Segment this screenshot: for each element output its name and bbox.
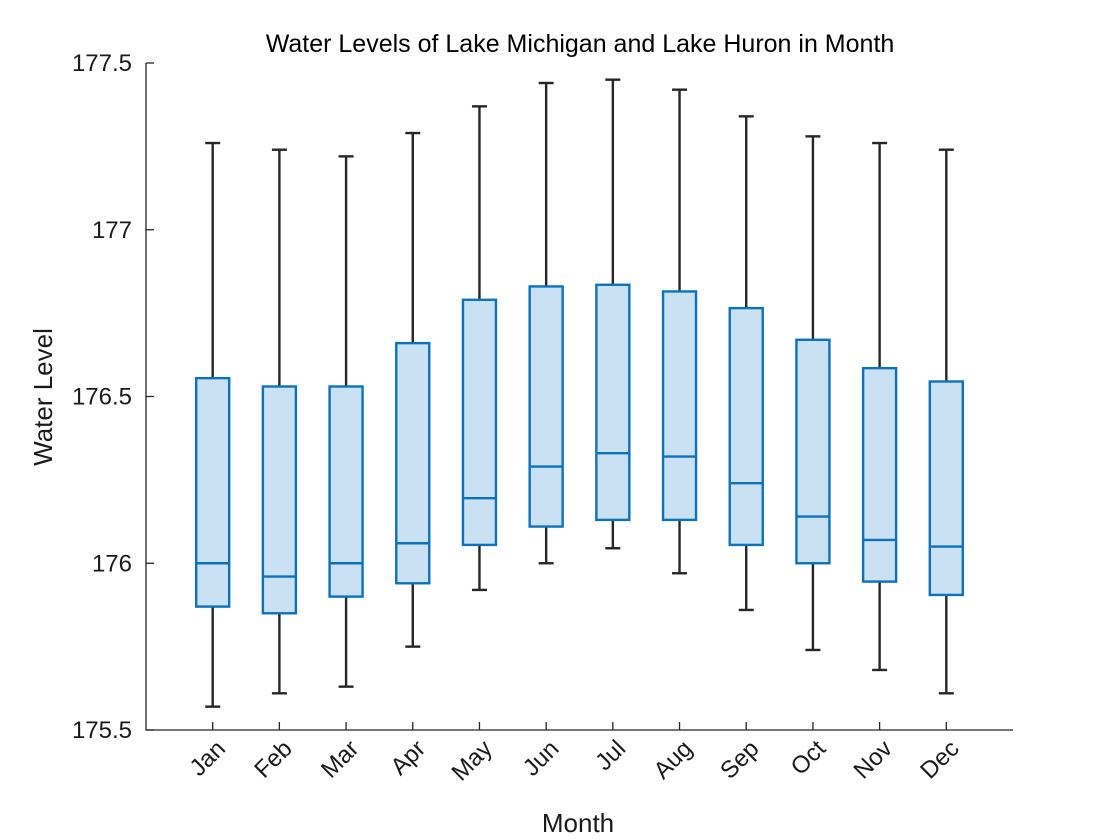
iqr-box [395, 341, 431, 585]
box-jul [595, 78, 631, 550]
y-axis-label: Water Level [28, 328, 58, 466]
box-aug [661, 88, 698, 575]
y-tick-label: 177 [92, 217, 132, 244]
iqr-box [528, 285, 564, 528]
box-mar [328, 155, 364, 688]
x-tick-label: Jun [518, 735, 564, 781]
x-tick-label: Feb [249, 735, 297, 783]
iqr-box [328, 385, 364, 598]
box-series [194, 78, 965, 708]
x-tick-label: Apr [386, 735, 432, 781]
x-tick-label: Dec [915, 735, 964, 784]
box-oct [795, 135, 831, 652]
y-tick-label: 176 [92, 550, 132, 577]
x-tick-label: Sep [715, 735, 764, 784]
x-axis: Jan Feb Mar Apr May Jun Jul Aug Sep Oct Nov Dec [184, 722, 965, 786]
plot-area: 175.5 176 176.5 177 177.5 Jan Feb Mar Apr May Jun… [72, 50, 1013, 786]
x-tick-label: May [447, 735, 498, 786]
chart-title: Water Levels of Lake Michigan and Lake H… [266, 30, 895, 58]
box-feb [261, 148, 298, 695]
box-jan [194, 141, 231, 708]
iqr-box [928, 380, 965, 597]
x-tick-label: Jul [590, 735, 631, 776]
y-tick-label: 177.5 [72, 50, 132, 77]
x-axis-label: Month [542, 808, 614, 838]
box-may [461, 105, 498, 592]
y-tick-label: 175.5 [72, 717, 132, 744]
iqr-box [861, 366, 898, 583]
y-tick-label: 176.5 [72, 384, 132, 411]
box-sep [728, 115, 764, 612]
iqr-box [261, 385, 298, 615]
iqr-box [461, 298, 498, 547]
x-tick-label: Jan [184, 735, 230, 781]
x-tick-label: Oct [786, 735, 832, 781]
box-dec [928, 148, 965, 695]
box-nov [861, 141, 898, 672]
x-tick-label: Mar [316, 735, 364, 783]
iqr-box [728, 306, 764, 547]
iqr-box [795, 338, 831, 565]
iqr-box [194, 376, 231, 608]
iqr-box [595, 283, 631, 522]
box-jun [528, 81, 564, 565]
iqr-box [661, 290, 698, 522]
box-apr [395, 131, 431, 648]
x-tick-label: Nov [849, 735, 898, 784]
x-tick-label: Aug [648, 735, 697, 784]
y-axis: 175.5 176 176.5 177 177.5 [72, 50, 154, 744]
